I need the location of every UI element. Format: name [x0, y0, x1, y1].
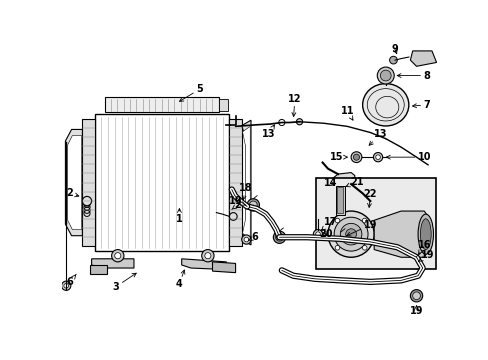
- Polygon shape: [241, 120, 250, 245]
- Text: 21: 21: [346, 177, 363, 187]
- Text: 10: 10: [386, 152, 430, 162]
- Text: 9: 9: [391, 44, 398, 54]
- Polygon shape: [212, 262, 235, 273]
- Text: 8: 8: [396, 71, 429, 81]
- Circle shape: [334, 232, 346, 244]
- Circle shape: [315, 232, 320, 237]
- Circle shape: [334, 246, 339, 250]
- Text: 7: 7: [412, 100, 429, 110]
- Text: 6: 6: [66, 274, 76, 287]
- Text: 13: 13: [262, 125, 275, 139]
- Text: 19: 19: [409, 306, 423, 316]
- Polygon shape: [242, 126, 250, 239]
- Text: 2: 2: [66, 188, 79, 198]
- Circle shape: [350, 152, 361, 163]
- Circle shape: [373, 153, 382, 162]
- Text: 2: 2: [231, 200, 241, 210]
- Circle shape: [273, 231, 285, 243]
- Bar: [229, 119, 241, 247]
- Circle shape: [64, 283, 68, 288]
- Circle shape: [345, 229, 356, 239]
- Text: 5: 5: [179, 84, 203, 102]
- Ellipse shape: [420, 219, 430, 249]
- Circle shape: [409, 256, 422, 269]
- Ellipse shape: [417, 214, 432, 254]
- Circle shape: [327, 211, 373, 257]
- Circle shape: [380, 70, 390, 81]
- Bar: [337, 187, 343, 213]
- Polygon shape: [90, 265, 107, 274]
- Circle shape: [82, 197, 91, 206]
- Bar: [218, 99, 227, 111]
- Text: 13: 13: [368, 129, 386, 145]
- Text: 17: 17: [321, 217, 336, 230]
- Text: 3: 3: [113, 273, 136, 292]
- Polygon shape: [329, 172, 354, 193]
- Polygon shape: [409, 51, 436, 66]
- Text: 6: 6: [248, 232, 258, 242]
- Circle shape: [337, 234, 344, 242]
- Circle shape: [334, 218, 339, 223]
- Circle shape: [362, 246, 366, 250]
- Text: 4: 4: [176, 270, 184, 289]
- Circle shape: [375, 155, 380, 159]
- Text: 12: 12: [287, 94, 301, 117]
- Circle shape: [412, 259, 420, 266]
- Circle shape: [204, 253, 210, 259]
- Circle shape: [246, 199, 259, 211]
- Polygon shape: [65, 130, 82, 236]
- Circle shape: [111, 249, 123, 262]
- Circle shape: [241, 235, 250, 244]
- Circle shape: [340, 223, 361, 245]
- Text: 20: 20: [318, 229, 332, 239]
- Text: 19: 19: [346, 220, 376, 236]
- Circle shape: [229, 213, 237, 220]
- Text: 15: 15: [329, 152, 346, 162]
- Text: 18: 18: [238, 183, 252, 200]
- Text: 16: 16: [417, 240, 430, 254]
- Circle shape: [115, 253, 121, 259]
- Text: 22: 22: [363, 189, 376, 207]
- Circle shape: [333, 217, 367, 251]
- Text: 14: 14: [323, 178, 336, 188]
- Circle shape: [275, 233, 283, 241]
- Polygon shape: [68, 136, 81, 230]
- Text: 1: 1: [176, 208, 183, 224]
- Circle shape: [202, 249, 214, 262]
- Circle shape: [244, 237, 248, 242]
- Polygon shape: [373, 211, 427, 257]
- Ellipse shape: [362, 84, 408, 126]
- Circle shape: [61, 281, 71, 291]
- Polygon shape: [182, 259, 226, 270]
- Bar: [82, 119, 95, 247]
- Bar: [95, 114, 229, 251]
- Bar: [104, 97, 218, 112]
- Bar: [316, 178, 435, 269]
- Circle shape: [409, 289, 422, 302]
- Circle shape: [362, 218, 366, 223]
- Circle shape: [313, 230, 322, 239]
- Circle shape: [412, 292, 420, 300]
- Circle shape: [353, 154, 359, 160]
- Circle shape: [249, 201, 257, 209]
- Text: 19: 19: [228, 196, 245, 206]
- Circle shape: [389, 56, 396, 64]
- Polygon shape: [91, 259, 134, 268]
- Text: 11: 11: [340, 106, 353, 120]
- Text: 19: 19: [418, 250, 434, 262]
- Bar: [335, 186, 344, 215]
- Circle shape: [377, 67, 393, 84]
- Circle shape: [296, 119, 302, 125]
